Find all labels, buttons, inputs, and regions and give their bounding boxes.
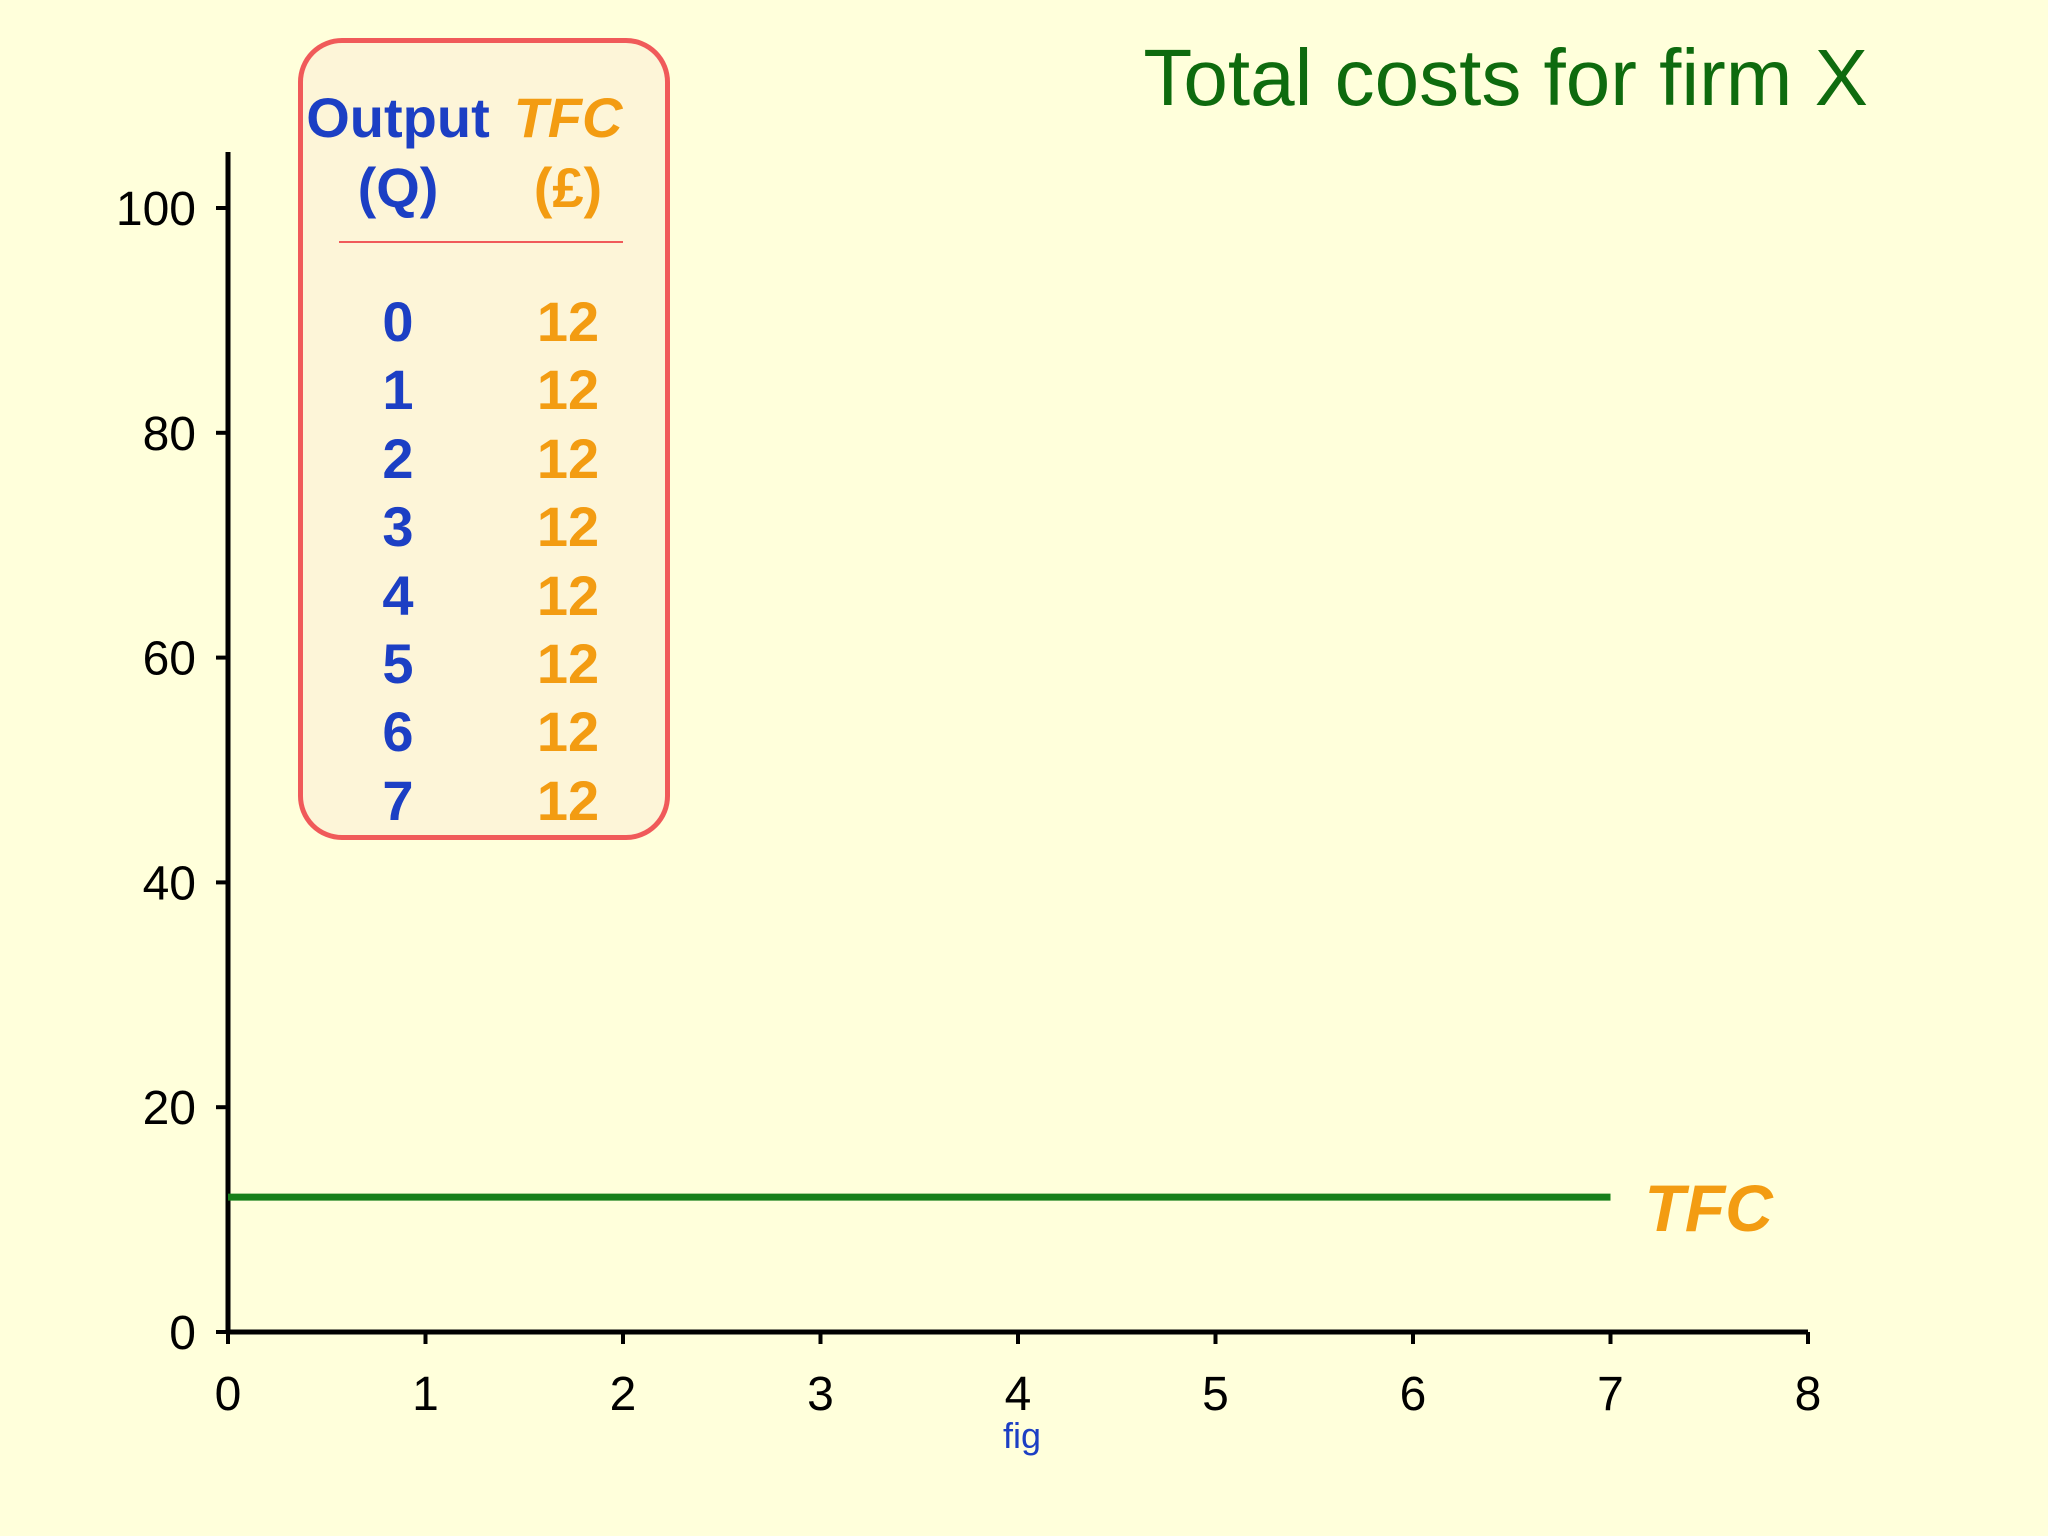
header-divider bbox=[339, 241, 623, 243]
x-tick-label: 8 bbox=[1795, 1368, 1822, 1421]
tfc-cell: 12 bbox=[536, 700, 600, 764]
output-header: Output bbox=[306, 86, 490, 149]
tfc-cell: 12 bbox=[536, 290, 600, 353]
tfc-values: 12 12 12 12 12 12 12 12 bbox=[473, 288, 663, 835]
x-tick-label: 1 bbox=[412, 1368, 439, 1421]
tfc-cell: 12 bbox=[536, 495, 600, 559]
x-tick-label: 0 bbox=[215, 1368, 242, 1421]
x-tick-label: 7 bbox=[1597, 1368, 1624, 1421]
tfc-cell: 12 bbox=[536, 563, 600, 627]
x-tick-label: 4 bbox=[1005, 1368, 1032, 1421]
x-tick-label: 3 bbox=[807, 1368, 834, 1421]
output-cell: 3 bbox=[382, 495, 414, 559]
tfc-series-label: TFC bbox=[1645, 1171, 1775, 1245]
tfc-header-unit: (£) bbox=[533, 156, 603, 219]
output-cell: 5 bbox=[382, 632, 414, 696]
y-tick-label: 80 bbox=[143, 408, 196, 461]
tfc-cell: 12 bbox=[536, 426, 600, 490]
tfc-column: TFC (£) bbox=[473, 83, 663, 223]
tfc-header: TFC bbox=[513, 86, 623, 149]
y-tick-label: 60 bbox=[143, 633, 196, 686]
output-column: Output (Q) bbox=[303, 83, 493, 223]
x-tick-label: 2 bbox=[610, 1368, 637, 1421]
output-cell: 2 bbox=[382, 426, 414, 490]
y-tick-label: 40 bbox=[143, 857, 196, 910]
x-tick-label: 6 bbox=[1400, 1368, 1427, 1421]
output-cell: 7 bbox=[382, 768, 414, 832]
fig-annotation: fig bbox=[1003, 1415, 1041, 1456]
output-cell: 1 bbox=[382, 358, 414, 422]
output-cell: 4 bbox=[382, 563, 414, 627]
output-cell: 0 bbox=[382, 290, 414, 353]
output-cell: 6 bbox=[382, 700, 414, 764]
tfc-cell: 12 bbox=[536, 358, 600, 422]
x-tick-label: 5 bbox=[1202, 1368, 1229, 1421]
y-tick-label: 20 bbox=[143, 1082, 196, 1135]
slide-title: Total costs for firm X bbox=[1143, 33, 1868, 122]
y-tick-label: 0 bbox=[169, 1307, 196, 1360]
y-tick-label: 100 bbox=[116, 183, 196, 236]
tfc-cell: 12 bbox=[536, 632, 600, 696]
output-header-unit: (Q) bbox=[357, 156, 439, 219]
tfc-cell: 12 bbox=[536, 768, 600, 832]
